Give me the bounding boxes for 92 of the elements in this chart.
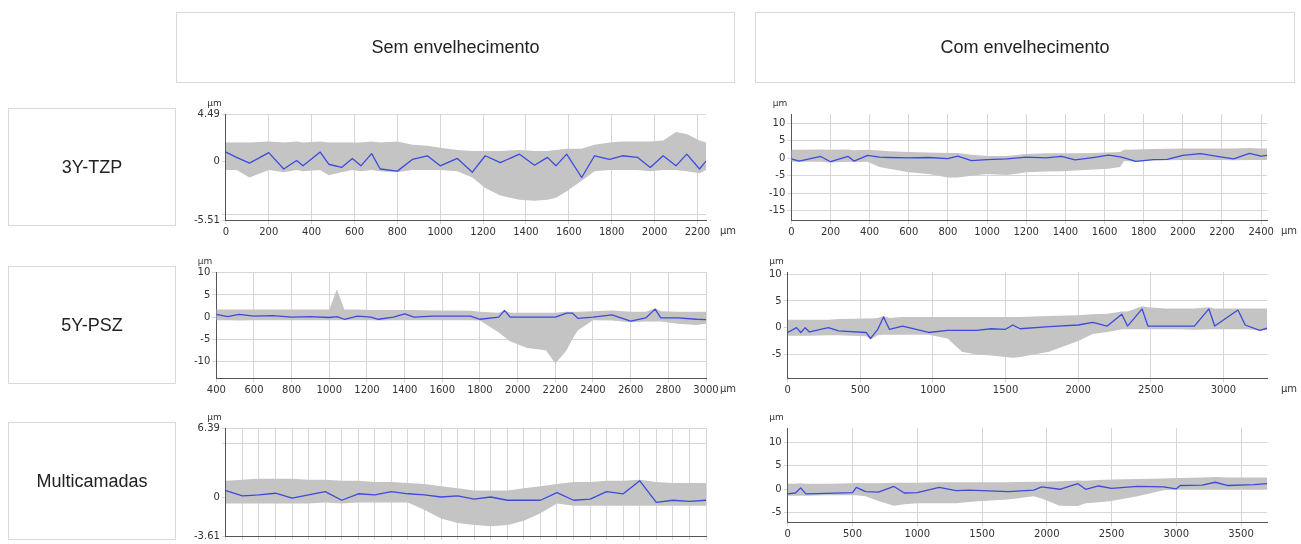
- x-tick-label: 3500: [1228, 527, 1254, 539]
- x-tick-label: 2400: [1248, 225, 1274, 237]
- x-tick-label: 600: [344, 225, 365, 237]
- x-tick-label: 400: [302, 225, 322, 237]
- y-tick-label: -3.61: [194, 529, 220, 541]
- x-tick-label: 800: [282, 383, 302, 395]
- x-tick-label: 3000: [1163, 527, 1190, 539]
- y-tick-label: 10: [197, 266, 211, 278]
- y-tick-label: 0: [213, 155, 220, 167]
- y-tick-label: 5: [778, 134, 786, 146]
- y-axis-title: µm: [769, 411, 784, 422]
- y-tick-label: 4.49: [197, 107, 220, 119]
- x-tick-label: 2000: [641, 225, 668, 237]
- y-tick-label: 10: [768, 436, 782, 448]
- x-tick-label: 1500: [992, 383, 1019, 395]
- x-tick-label: 1400: [1052, 225, 1079, 237]
- x-axis-title: µm: [720, 382, 737, 394]
- y-tick-label: 0: [203, 310, 211, 322]
- y-tick-label: -15: [768, 204, 786, 216]
- x-tick-label: 1200: [470, 225, 496, 237]
- x-tick-label: 2500: [1098, 527, 1125, 539]
- x-tick-label: 1800: [598, 225, 625, 237]
- x-tick-label: 500: [850, 383, 870, 395]
- x-tick-label: 2000: [1065, 383, 1091, 395]
- y-tick-label: -10: [768, 186, 786, 198]
- x-tick-label: 200: [259, 225, 279, 237]
- text: 3Y-TZP: [8, 108, 176, 226]
- x-tick-label: 1400: [391, 383, 418, 395]
- text: 5Y-PSZ: [8, 266, 176, 384]
- y-tick-label: -10: [193, 354, 211, 366]
- y-tick-label: 5: [203, 288, 211, 300]
- y-tick-label: -5: [771, 348, 782, 360]
- y-tick-label: -5.51: [194, 213, 220, 225]
- y-tick-label: 0: [775, 321, 782, 333]
- chart-title: Com envelhecimento: [755, 12, 1295, 83]
- y-tick-label: 0: [775, 482, 782, 494]
- x-tick-label: 600: [244, 383, 264, 395]
- text: Multicamadas: [8, 422, 176, 540]
- x-tick-label: 2200: [542, 383, 569, 395]
- x-axis-title: µm: [1281, 382, 1298, 394]
- x-tick-label: 1000: [920, 383, 946, 395]
- x-tick-label: 1200: [354, 383, 380, 395]
- y-axis-title: µm: [197, 255, 213, 266]
- chart-title: Sem envelhecimento: [176, 12, 735, 83]
- x-tick-label: 800: [387, 225, 407, 237]
- x-tick-label: 2800: [655, 383, 682, 395]
- y-tick-label: 0: [778, 151, 786, 163]
- x-tick-label: 2500: [1138, 383, 1164, 395]
- x-tick-label: 1000: [974, 225, 1000, 237]
- x-tick-label: 1600: [1091, 225, 1118, 237]
- x-tick-label: 1000: [904, 527, 930, 539]
- x-tick-label: 1800: [467, 383, 493, 395]
- x-tick-label: 2200: [1209, 225, 1235, 237]
- x-tick-label: 600: [899, 225, 919, 237]
- x-tick-label: 400: [206, 383, 226, 395]
- x-tick-label: 2000: [504, 383, 531, 395]
- y-axis-title: µm: [772, 97, 788, 108]
- x-tick-label: 2600: [617, 383, 644, 395]
- x-axis-title: µm: [720, 224, 737, 236]
- x-tick-label: 1000: [316, 383, 343, 395]
- x-tick-label: 1600: [556, 225, 582, 237]
- x-axis-title: µm: [1281, 224, 1298, 236]
- x-tick-label: 200: [820, 225, 841, 237]
- x-tick-label: 3000: [693, 383, 719, 395]
- x-tick-label: 2000: [1170, 225, 1196, 237]
- x-tick-label: 1500: [969, 527, 995, 539]
- x-tick-label: 0: [222, 225, 230, 237]
- y-tick-label: 5: [775, 294, 782, 306]
- y-axis-title: µm: [207, 97, 222, 108]
- x-tick-label: 500: [842, 527, 863, 539]
- x-tick-label: 1200: [1013, 225, 1039, 237]
- x-tick-label: 1400: [513, 225, 539, 237]
- x-tick-label: 1800: [1130, 225, 1157, 237]
- y-tick-label: -5: [771, 506, 782, 518]
- y-axis-title: µm: [769, 255, 784, 266]
- y-tick-label: -5: [200, 332, 211, 344]
- x-tick-label: 3000: [1210, 383, 1237, 395]
- y-tick-label: 5: [775, 459, 782, 471]
- y-tick-label: 0: [213, 490, 220, 502]
- x-tick-label: 1000: [427, 225, 453, 237]
- x-tick-label: 2400: [580, 383, 606, 395]
- y-tick-label: -5: [775, 169, 786, 181]
- x-tick-label: 2000: [1034, 527, 1060, 539]
- x-tick-label: 0: [788, 225, 795, 237]
- y-tick-label: 10: [772, 116, 786, 128]
- y-axis-title: µm: [207, 411, 222, 422]
- x-tick-label: 800: [938, 225, 958, 237]
- y-tick-label: 10: [768, 267, 782, 279]
- x-tick-label: 400: [860, 225, 880, 237]
- y-tick-label: 6.39: [197, 421, 220, 433]
- x-tick-label: 2200: [684, 225, 711, 237]
- x-tick-label: 1600: [429, 383, 456, 395]
